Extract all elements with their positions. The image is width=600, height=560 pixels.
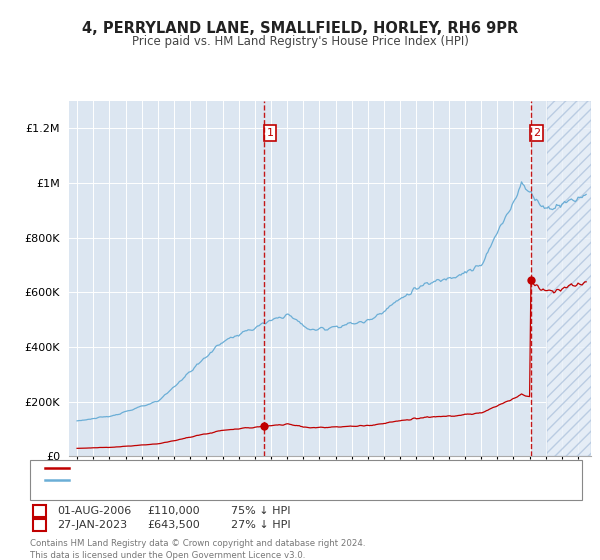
- Text: Price paid vs. HM Land Registry's House Price Index (HPI): Price paid vs. HM Land Registry's House …: [131, 35, 469, 48]
- Text: Contains HM Land Registry data © Crown copyright and database right 2024.
This d: Contains HM Land Registry data © Crown c…: [30, 539, 365, 559]
- Text: 27-JAN-2023: 27-JAN-2023: [57, 520, 127, 530]
- Text: 01-AUG-2006: 01-AUG-2006: [57, 506, 131, 516]
- Text: 27% ↓ HPI: 27% ↓ HPI: [231, 520, 290, 530]
- Text: 4, PERRYLAND LANE, SMALLFIELD, HORLEY, RH6 9PR: 4, PERRYLAND LANE, SMALLFIELD, HORLEY, R…: [82, 21, 518, 36]
- Text: 2: 2: [533, 128, 540, 138]
- Text: 4, PERRYLAND LANE, SMALLFIELD, HORLEY, RH6 9PR (detached house): 4, PERRYLAND LANE, SMALLFIELD, HORLEY, R…: [72, 463, 463, 473]
- Text: HPI: Average price, detached house, Reigate and Banstead: HPI: Average price, detached house, Reig…: [72, 475, 395, 486]
- Text: £110,000: £110,000: [147, 506, 200, 516]
- Text: £643,500: £643,500: [147, 520, 200, 530]
- Text: 1: 1: [36, 506, 43, 516]
- Text: 1: 1: [266, 128, 274, 138]
- Text: 75% ↓ HPI: 75% ↓ HPI: [231, 506, 290, 516]
- Bar: [547, 101, 591, 456]
- Text: 2: 2: [36, 520, 43, 530]
